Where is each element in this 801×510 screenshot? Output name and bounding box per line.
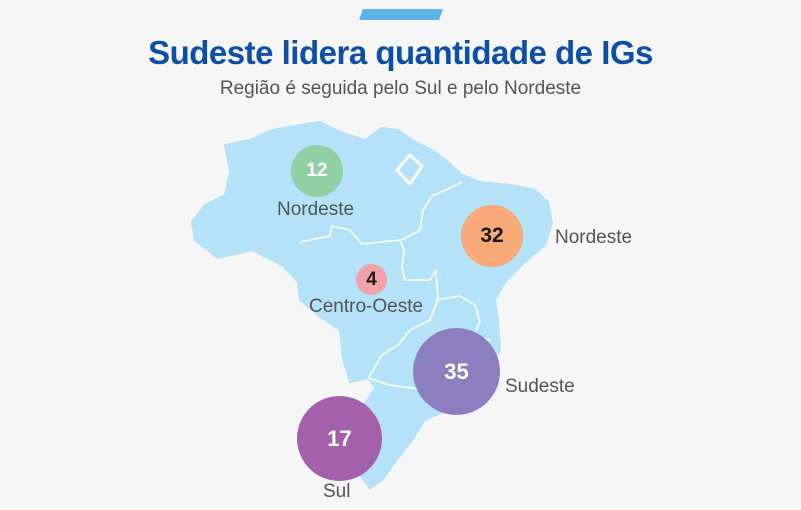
bubble-value: 4	[366, 268, 377, 290]
border-centro-sudeste	[367, 269, 439, 379]
label-nordeste-north: Nordeste	[277, 199, 355, 220]
bubble-sudeste-35: 35	[413, 328, 500, 415]
page-title: Sudeste lidera quantidade de IGs	[148, 34, 653, 71]
island-shape	[395, 153, 424, 186]
page-subtitle: Região é seguida pelo Sul e pelo Nordest…	[219, 78, 582, 99]
label-sudeste: Sudeste	[505, 376, 575, 397]
bubble-nordeste-32: 32	[461, 205, 523, 267]
border-norte-centro	[299, 225, 437, 281]
bubble-value: 32	[480, 224, 504, 247]
border-norte-nordeste	[401, 181, 463, 241]
bubble-centro-oeste-4: 4	[356, 264, 387, 295]
bubble-sul-17: 17	[297, 396, 382, 481]
label-nordeste-east: Nordeste	[555, 227, 633, 248]
label-centro-oeste: Centro-Oeste	[309, 296, 424, 317]
bubble-value: 35	[444, 358, 469, 384]
bubble-value: 12	[306, 160, 328, 181]
label-sul: Sul	[323, 481, 351, 502]
bubble-value: 17	[327, 425, 352, 451]
bubble-nordeste-12: 12	[291, 145, 343, 197]
